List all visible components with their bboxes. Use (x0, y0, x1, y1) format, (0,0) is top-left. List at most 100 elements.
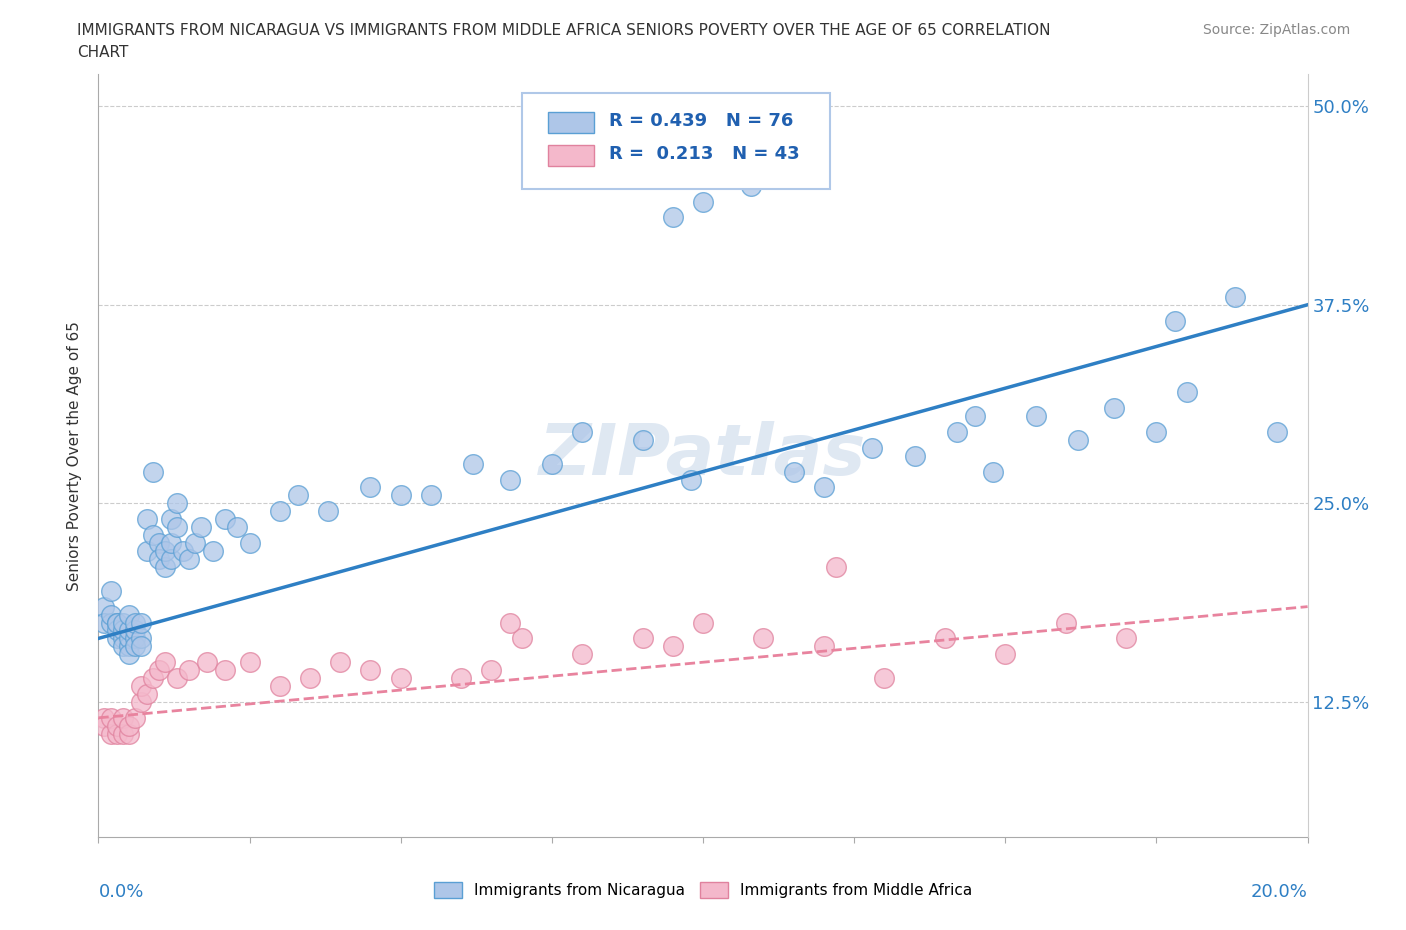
Point (166, 671, 188, 685)
Point (118, 647, 141, 662)
Point (142, 527, 165, 542)
Point (190, 520, 212, 535)
Point (450, 671, 472, 685)
Point (1054, 615, 1077, 630)
Point (100, 711, 122, 725)
Point (153, 655, 176, 670)
Point (111, 615, 134, 630)
Point (360, 480, 382, 495)
Point (661, 639, 683, 654)
Point (269, 504, 291, 519)
Point (1067, 432, 1090, 447)
Point (153, 560, 176, 575)
Point (184, 536, 207, 551)
Point (118, 623, 141, 638)
Text: ZIPatlas: ZIPatlas (540, 421, 866, 490)
Point (148, 663, 170, 678)
Point (93, 599, 115, 614)
Point (1223, 289, 1246, 304)
Point (389, 488, 412, 503)
Point (965, 408, 987, 423)
Point (160, 512, 183, 526)
Point (1267, 424, 1289, 439)
Point (148, 536, 170, 551)
Point (124, 711, 146, 725)
Point (129, 695, 152, 710)
Point (202, 544, 225, 559)
Point (316, 504, 339, 519)
Point (692, 615, 714, 630)
Text: IMMIGRANTS FROM NICARAGUA VS IMMIGRANTS FROM MIDDLE AFRICA SENIORS POVERTY OVER : IMMIGRANTS FROM NICARAGUA VS IMMIGRANTS … (77, 23, 1050, 38)
FancyBboxPatch shape (548, 144, 595, 166)
Point (118, 718, 141, 733)
Point (498, 615, 520, 630)
FancyBboxPatch shape (548, 112, 595, 133)
Point (226, 520, 249, 535)
Point (813, 480, 835, 495)
Point (752, 631, 775, 645)
Point (129, 679, 152, 694)
Point (540, 457, 562, 472)
Point (93, 615, 115, 630)
Point (631, 631, 654, 645)
Text: Source: ZipAtlas.com: Source: ZipAtlas.com (1202, 23, 1350, 37)
Point (813, 639, 835, 654)
Point (124, 615, 146, 630)
Point (934, 631, 956, 645)
Point (498, 472, 520, 487)
Point (420, 488, 443, 503)
Point (214, 512, 236, 526)
Point (873, 671, 896, 685)
Point (946, 424, 969, 439)
Point (571, 647, 593, 662)
Point (860, 440, 883, 455)
Point (111, 623, 134, 638)
Point (124, 631, 146, 645)
Point (172, 544, 194, 559)
Point (93, 718, 115, 733)
Point (160, 536, 183, 551)
Point (166, 496, 188, 511)
Point (1102, 401, 1125, 416)
Text: 0.0%: 0.0% (98, 883, 143, 901)
Point (740, 179, 762, 193)
Point (142, 464, 165, 479)
Point (111, 711, 134, 725)
Text: R = 0.439   N = 76: R = 0.439 N = 76 (609, 112, 793, 130)
Point (1175, 385, 1198, 400)
Point (981, 464, 1004, 479)
Point (481, 663, 503, 678)
Point (153, 544, 176, 559)
Point (100, 607, 122, 622)
Point (783, 464, 806, 479)
Point (105, 615, 128, 630)
Point (661, 210, 683, 225)
Point (239, 655, 262, 670)
Point (135, 512, 157, 526)
Point (825, 560, 848, 575)
Point (124, 623, 146, 638)
Point (100, 726, 122, 741)
Text: R =  0.213   N = 43: R = 0.213 N = 43 (609, 145, 799, 163)
Point (118, 607, 141, 622)
Point (124, 639, 146, 654)
Point (299, 671, 322, 685)
Point (118, 639, 141, 654)
Point (287, 488, 309, 503)
Point (214, 663, 236, 678)
Point (111, 726, 134, 741)
Point (994, 647, 1017, 662)
Point (1144, 424, 1167, 439)
Point (195, 655, 218, 670)
Point (129, 631, 152, 645)
Point (105, 718, 128, 733)
Point (105, 615, 128, 630)
Point (904, 448, 927, 463)
Point (631, 432, 654, 447)
Point (389, 671, 412, 685)
Point (129, 615, 152, 630)
Point (93, 711, 115, 725)
Text: CHART: CHART (77, 45, 129, 60)
Point (135, 686, 157, 701)
Point (118, 631, 141, 645)
